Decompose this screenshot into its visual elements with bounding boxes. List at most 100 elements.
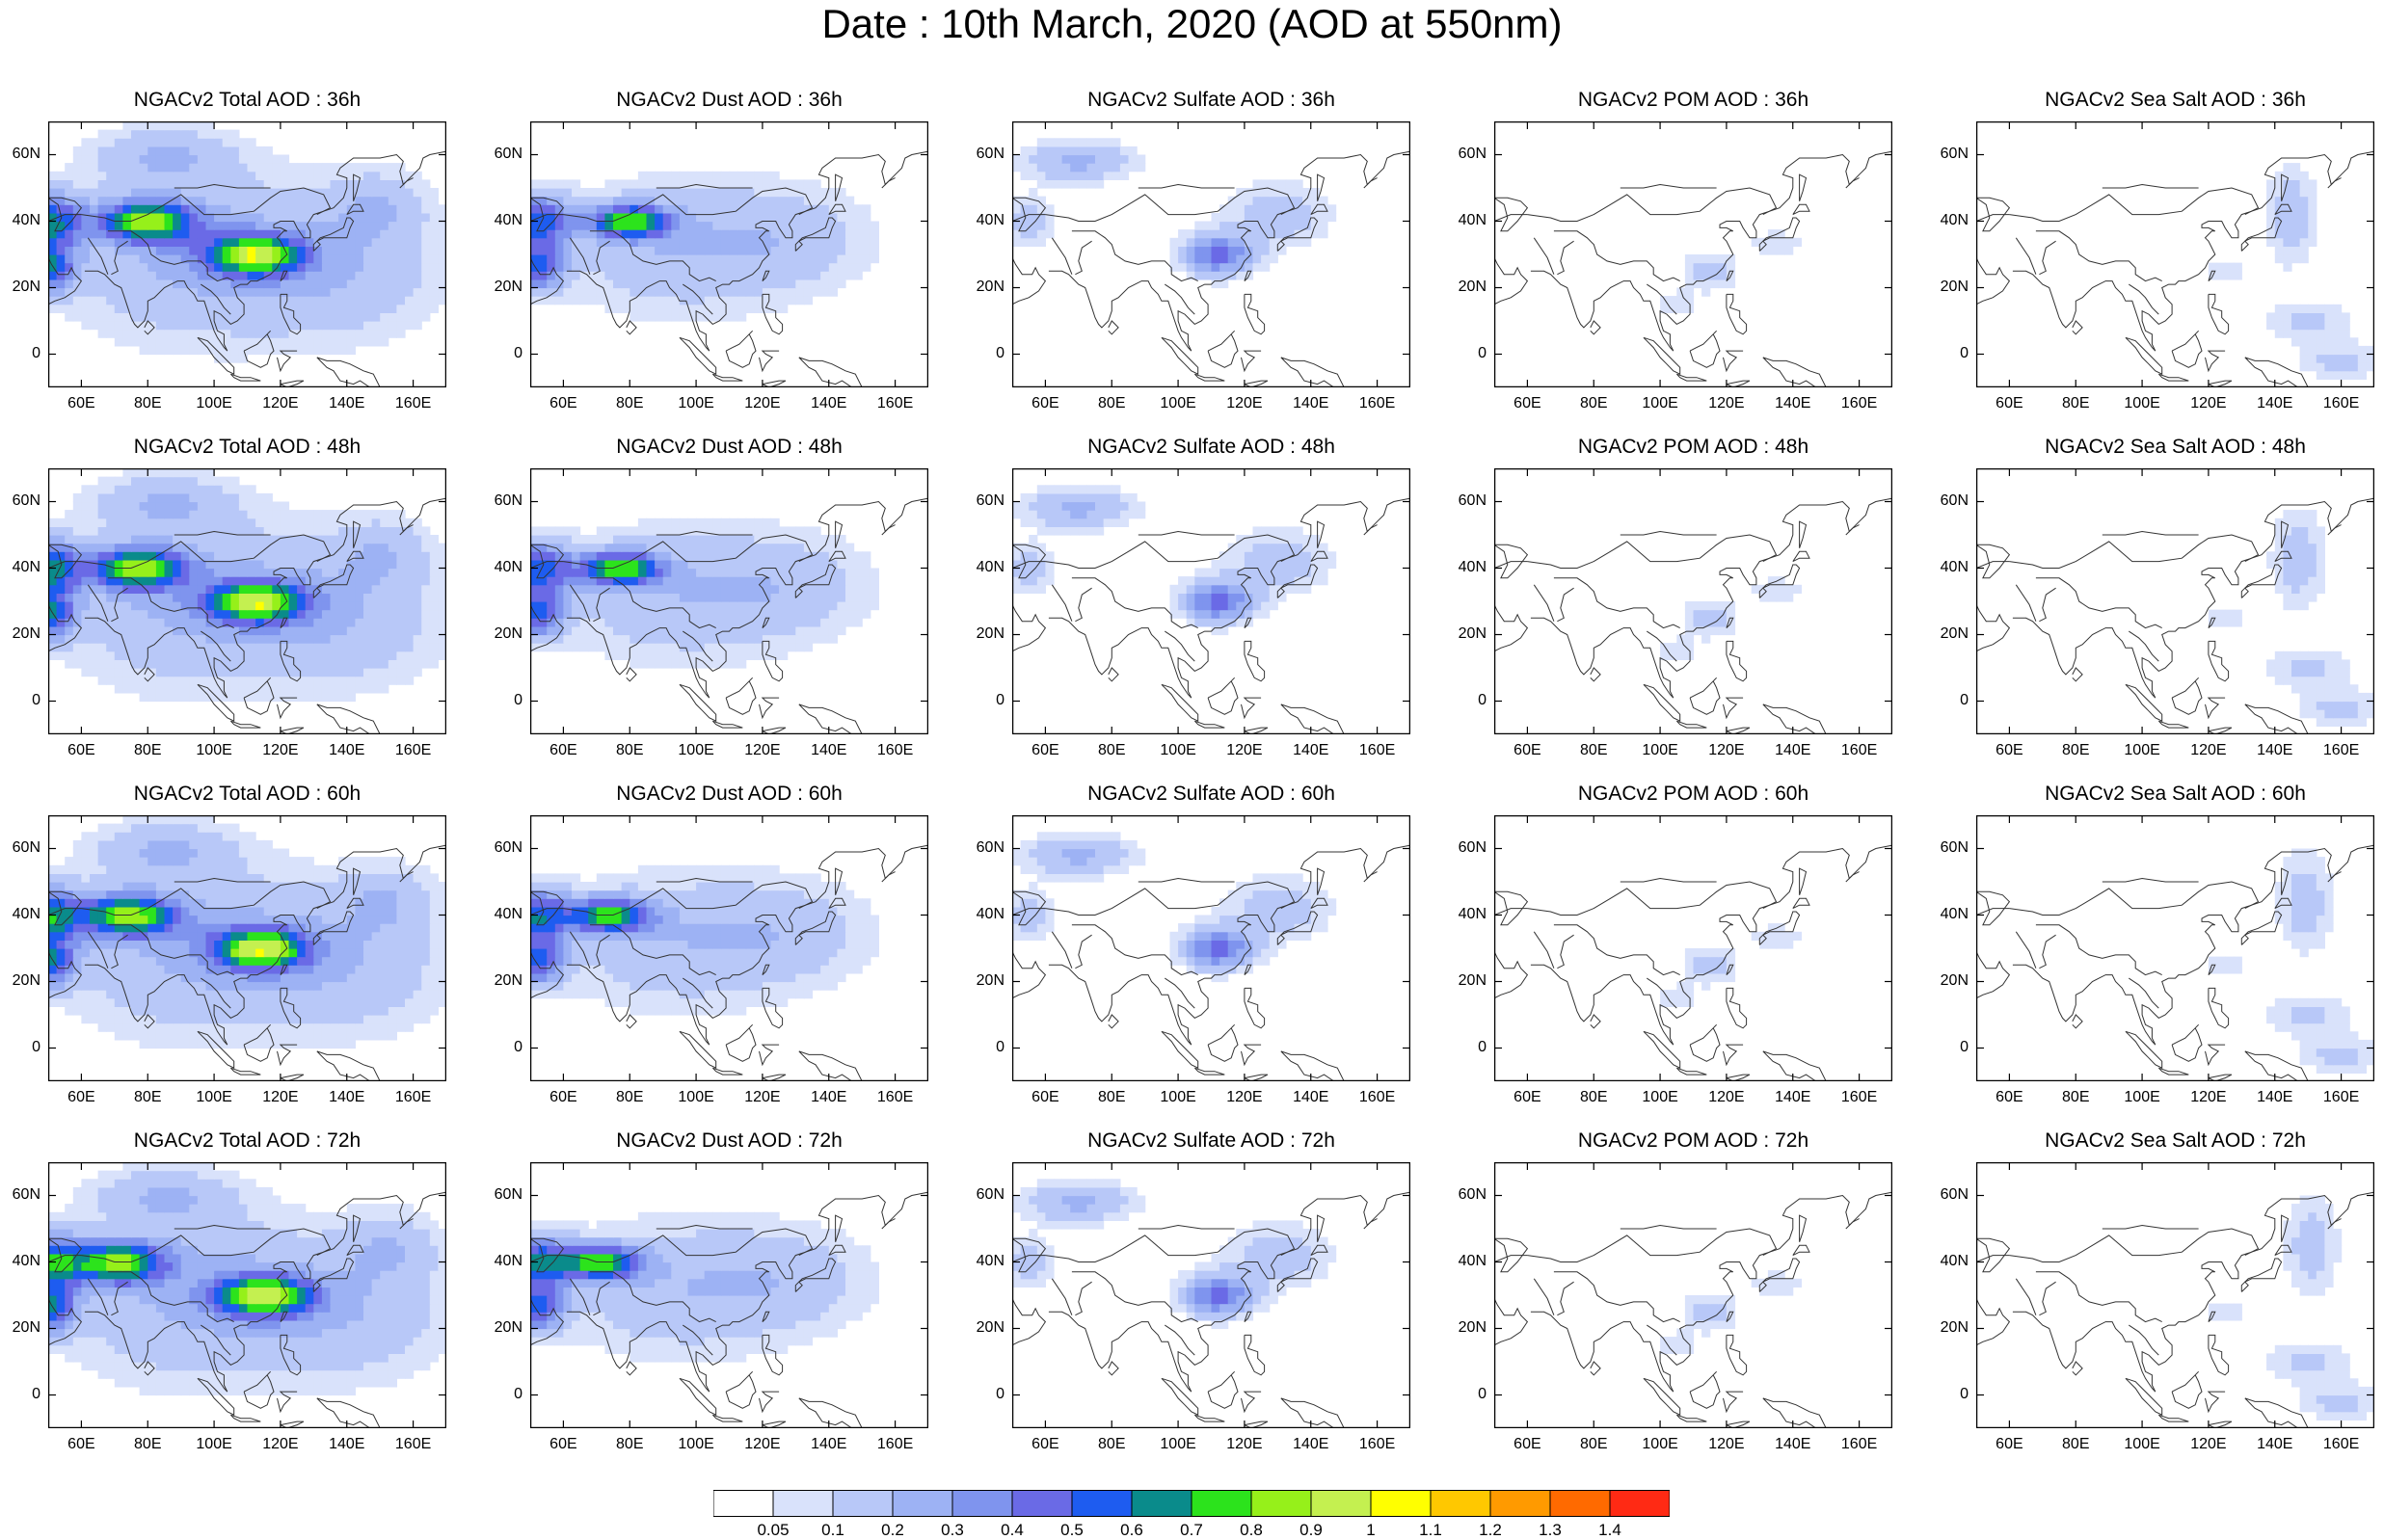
lon-tick-label: 160E [389, 1089, 438, 1106]
lon-tick-label: 60E [1985, 742, 2033, 759]
aod-map-total-48h [48, 468, 446, 734]
lat-tick-label: 0 [964, 1386, 1004, 1403]
lon-tick-label: 160E [2317, 742, 2366, 759]
colorbar-label: 1 [1347, 1521, 1395, 1540]
lat-tick-label: 20N [482, 972, 522, 990]
lat-tick-label: 60N [964, 492, 1004, 510]
lat-tick-label: 60N [482, 1186, 522, 1204]
lat-tick-label: 40N [482, 212, 522, 229]
aod-field [1012, 832, 1336, 982]
lon-tick-label: 80E [2051, 742, 2100, 759]
lat-tick-label: 20N [1928, 279, 1969, 296]
lon-tick-label: 120E [2184, 1089, 2233, 1106]
colorbar-swatch [1192, 1491, 1251, 1517]
lon-tick-label: 60E [1985, 1089, 2033, 1106]
lon-tick-label: 60E [1021, 1436, 1069, 1453]
lat-tick-label: 20N [964, 1319, 1004, 1337]
lon-tick-label: 100E [2118, 1436, 2166, 1453]
panel-title: NGACv2 POM AOD : 60h [1494, 783, 1892, 806]
lon-tick-label: 160E [2317, 395, 2366, 412]
colorbar-swatch [773, 1491, 833, 1517]
lat-tick-label: 40N [1446, 212, 1487, 229]
lon-tick-label: 160E [2317, 1089, 2366, 1106]
lat-tick-label: 40N [0, 212, 40, 229]
lat-tick-label: 0 [1928, 1386, 1969, 1403]
lat-tick-label: 60N [482, 839, 522, 857]
colorbar-swatch [893, 1491, 952, 1517]
panel-title: NGACv2 Dust AOD : 72h [530, 1129, 928, 1153]
lon-tick-label: 120E [1702, 1436, 1751, 1453]
lat-tick-label: 40N [1928, 1253, 1969, 1270]
colorbar-label: 1.4 [1586, 1521, 1634, 1540]
colorbar-label: 0.7 [1167, 1521, 1216, 1540]
lat-tick-label: 0 [1446, 692, 1487, 709]
lon-tick-label: 140E [1287, 742, 1335, 759]
lon-tick-label: 160E [1353, 1436, 1402, 1453]
colorbar-label: 0.4 [988, 1521, 1036, 1540]
lat-tick-label: 20N [1928, 972, 1969, 990]
aod-map-dust-72h [530, 1162, 928, 1428]
lon-tick-label: 80E [1087, 1436, 1136, 1453]
lat-tick-label: 20N [0, 279, 40, 296]
lon-tick-label: 100E [672, 395, 720, 412]
colorbar-label: 1.1 [1406, 1521, 1455, 1540]
panel-title: NGACv2 Total AOD : 48h [48, 436, 446, 459]
panel-title: NGACv2 POM AOD : 72h [1494, 1129, 1892, 1153]
colorbar-swatch [713, 1491, 773, 1517]
colorbar-swatch [833, 1491, 893, 1517]
lat-tick-label: 0 [964, 692, 1004, 709]
lon-tick-label: 60E [1503, 1436, 1551, 1453]
colorbar-label: 0.05 [749, 1521, 797, 1540]
colorbar-swatch [952, 1491, 1012, 1517]
lon-tick-label: 80E [123, 742, 172, 759]
lon-tick-label: 160E [1835, 1436, 1884, 1453]
lat-tick-label: 40N [964, 1253, 1004, 1270]
lat-tick-label: 0 [482, 345, 522, 362]
lat-tick-label: 40N [0, 1253, 40, 1270]
lon-tick-label: 160E [871, 1089, 920, 1106]
aod-field [1012, 138, 1336, 288]
colorbar-swatch [1550, 1491, 1610, 1517]
colorbar-label: 0.6 [1108, 1521, 1156, 1540]
lat-tick-label: 60N [1446, 1186, 1487, 1204]
lat-tick-label: 20N [482, 625, 522, 643]
lat-tick-label: 40N [1928, 212, 1969, 229]
lon-tick-label: 160E [389, 742, 438, 759]
lon-tick-label: 60E [1985, 1436, 2033, 1453]
lon-tick-label: 120E [738, 1436, 787, 1453]
lat-tick-label: 0 [1928, 692, 1969, 709]
lon-tick-label: 60E [1503, 1089, 1551, 1106]
lat-tick-label: 40N [482, 1253, 522, 1270]
aod-map-total-36h [48, 121, 446, 387]
lon-tick-label: 140E [2251, 395, 2299, 412]
lat-tick-label: 0 [0, 692, 40, 709]
lat-tick-label: 0 [964, 345, 1004, 362]
colorbar-swatch [1072, 1491, 1132, 1517]
lat-tick-label: 0 [482, 692, 522, 709]
panel-title: NGACv2 Sulfate AOD : 60h [1012, 783, 1410, 806]
lon-tick-label: 60E [1503, 742, 1551, 759]
lon-tick-label: 120E [256, 1436, 305, 1453]
panel-title: NGACv2 Sea Salt AOD : 72h [1976, 1129, 2374, 1153]
panel-title: NGACv2 Dust AOD : 48h [530, 436, 928, 459]
colorbar-swatch [1371, 1491, 1431, 1517]
colorbar-swatch [1012, 1491, 1072, 1517]
aod-field [2209, 163, 2374, 380]
aod-map-total-72h [48, 1162, 446, 1428]
panel-title: NGACv2 Sulfate AOD : 48h [1012, 436, 1410, 459]
lon-tick-label: 140E [1287, 1089, 1335, 1106]
lat-tick-label: 20N [964, 279, 1004, 296]
lon-tick-label: 80E [605, 742, 654, 759]
lon-tick-label: 60E [539, 742, 587, 759]
lon-tick-label: 100E [672, 1436, 720, 1453]
aod-map-sulfate-60h [1012, 815, 1410, 1081]
panel-title: NGACv2 Sea Salt AOD : 36h [1976, 89, 2374, 112]
lon-tick-label: 80E [1569, 742, 1618, 759]
lon-tick-label: 120E [2184, 742, 2233, 759]
aod-map-seasalt-72h [1976, 1162, 2374, 1428]
aod-field [48, 121, 446, 363]
lon-tick-label: 120E [1220, 1089, 1269, 1106]
lat-tick-label: 60N [1928, 839, 1969, 857]
lat-tick-label: 40N [1928, 906, 1969, 923]
colorbar-label: 0.1 [809, 1521, 857, 1540]
